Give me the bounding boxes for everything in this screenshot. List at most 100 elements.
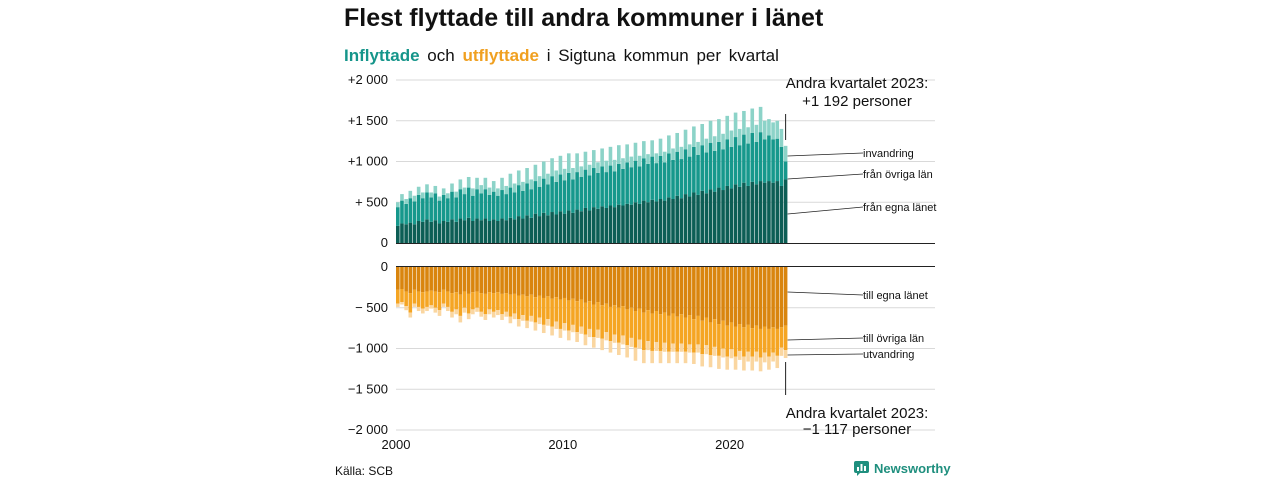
bar-outflow-own-county <box>483 267 488 294</box>
bar-inflow-own-county <box>642 200 646 243</box>
bar-outflow-emigration <box>483 314 488 320</box>
bar-inflow-immigration <box>679 146 684 160</box>
bar-inflow-other-counties <box>771 139 775 183</box>
y-tick-label-bottom: 0 <box>381 259 388 274</box>
bar-inflow-immigration <box>746 127 750 144</box>
bar-inflow-other-counties <box>562 180 567 214</box>
bar-outflow-other-counties <box>712 319 717 347</box>
bar-inflow-immigration <box>779 128 784 147</box>
leader-from-own-county <box>787 206 864 215</box>
bar-inflow-own-county <box>612 207 617 243</box>
bar-outflow-own-county <box>767 267 771 329</box>
bar-outflow-other-counties <box>633 311 638 348</box>
bar-outflow-other-counties <box>692 319 696 353</box>
bar-inflow-other-counties <box>541 178 546 213</box>
bar-inflow-other-counties <box>733 137 738 185</box>
bar-inflow-other-counties <box>604 172 609 208</box>
brand-logo: Newsworthy <box>854 461 951 476</box>
bar-outflow-own-county <box>662 267 667 313</box>
bar-outflow-emigration <box>496 310 500 316</box>
bar-outflow-emigration <box>416 306 421 312</box>
bar-outflow-own-county <box>529 267 534 295</box>
bar-inflow-other-counties <box>637 166 642 204</box>
bar-outflow-other-counties <box>558 299 563 329</box>
bar-outflow-own-county <box>516 267 521 296</box>
bar-inflow-own-county <box>466 217 471 244</box>
bar-outflow-own-county <box>729 267 734 323</box>
bar-inflow-immigration <box>462 187 467 195</box>
bar-outflow-emigration <box>692 352 696 364</box>
bar-inflow-other-counties <box>679 159 684 199</box>
bar-inflow-own-county <box>521 218 525 243</box>
bar-outflow-other-counties <box>454 292 458 310</box>
bar-outflow-own-county <box>637 267 642 309</box>
bar-outflow-emigration <box>775 355 780 369</box>
bar-inflow-own-county <box>721 190 725 244</box>
bar-inflow-immigration <box>475 177 479 190</box>
axes: +2 000 +1 500 +1 000 + 500 0 0 − 500 −1 000 −1 5… <box>348 72 935 452</box>
bar-outflow-emigration <box>617 342 621 356</box>
bar-inflow-other-counties <box>646 163 650 203</box>
bar-outflow-other-counties <box>771 327 775 353</box>
bar-outflow-emigration <box>437 310 442 316</box>
segment-label-immigration: invandring <box>863 148 914 160</box>
bar-outflow-emigration <box>462 307 467 313</box>
bar-inflow-other-counties <box>521 190 525 219</box>
bar-inflow-immigration <box>683 129 688 150</box>
bar-inflow-immigration <box>642 141 646 159</box>
bar-outflow-own-county <box>471 267 475 293</box>
bar-inflow-immigration <box>612 159 617 172</box>
bar-inflow-immigration <box>529 179 534 190</box>
bar-inflow-immigration <box>754 124 759 142</box>
bar-inflow-immigration <box>625 144 629 163</box>
bar-outflow-other-counties <box>475 291 479 308</box>
bar-inflow-immigration <box>533 164 538 182</box>
bar-outflow-emigration <box>633 347 638 361</box>
bar-outflow-own-county <box>721 267 725 321</box>
bar-inflow-own-county <box>483 218 488 243</box>
bar-inflow-immigration <box>591 150 596 169</box>
bar-outflow-emigration <box>454 309 458 315</box>
bar-inflow-own-county <box>396 225 400 243</box>
bar-outflow-own-county <box>762 267 767 327</box>
bar-inflow-immigration <box>441 188 446 195</box>
bar-outflow-own-county <box>458 267 463 295</box>
bar-outflow-emigration <box>425 306 429 312</box>
bar-outflow-other-counties <box>696 315 700 345</box>
bar-outflow-other-counties <box>458 294 463 316</box>
bar-outflow-emigration <box>742 356 746 371</box>
bar-inflow-immigration <box>546 173 550 185</box>
bar-outflow-own-county <box>612 267 617 306</box>
bar-outflow-own-county <box>587 267 592 302</box>
bar-outflow-own-county <box>733 267 738 327</box>
bar-outflow-emigration <box>500 314 504 320</box>
bar-outflow-emigration <box>783 350 788 359</box>
bar-inflow-own-county <box>404 224 408 243</box>
bar-outflow-own-county <box>537 267 542 296</box>
bar-inflow-other-counties <box>662 162 667 201</box>
bar-outflow-emigration <box>758 357 763 372</box>
bar-inflow-other-counties <box>783 161 788 180</box>
bar-outflow-other-counties <box>675 316 679 352</box>
bar-inflow-own-county <box>779 185 784 243</box>
bar-inflow-other-counties <box>450 191 454 220</box>
bar-outflow-own-county <box>604 267 609 304</box>
bar-inflow-other-counties <box>571 179 575 213</box>
bar-inflow-other-counties <box>491 191 496 220</box>
bar-inflow-immigration <box>721 133 725 150</box>
bar-outflow-other-counties <box>446 291 450 307</box>
bar-inflow-other-counties <box>566 172 571 211</box>
bar-outflow-emigration <box>587 328 592 338</box>
bar-outflow-other-counties <box>604 303 609 333</box>
bar-outflow-emigration <box>675 351 679 364</box>
bar-outflow-emigration <box>712 346 717 356</box>
bar-inflow-immigration <box>775 120 780 139</box>
bar-outflow-own-county <box>454 267 458 293</box>
bar-inflow-immigration <box>662 151 667 163</box>
bar-inflow-immigration <box>729 130 734 147</box>
bar-inflow-other-counties <box>554 181 559 215</box>
bar-outflow-other-counties <box>416 291 421 307</box>
bar-outflow-own-county <box>750 267 755 329</box>
bar-outflow-emigration <box>708 355 713 368</box>
bar-outflow-emigration <box>746 351 750 362</box>
